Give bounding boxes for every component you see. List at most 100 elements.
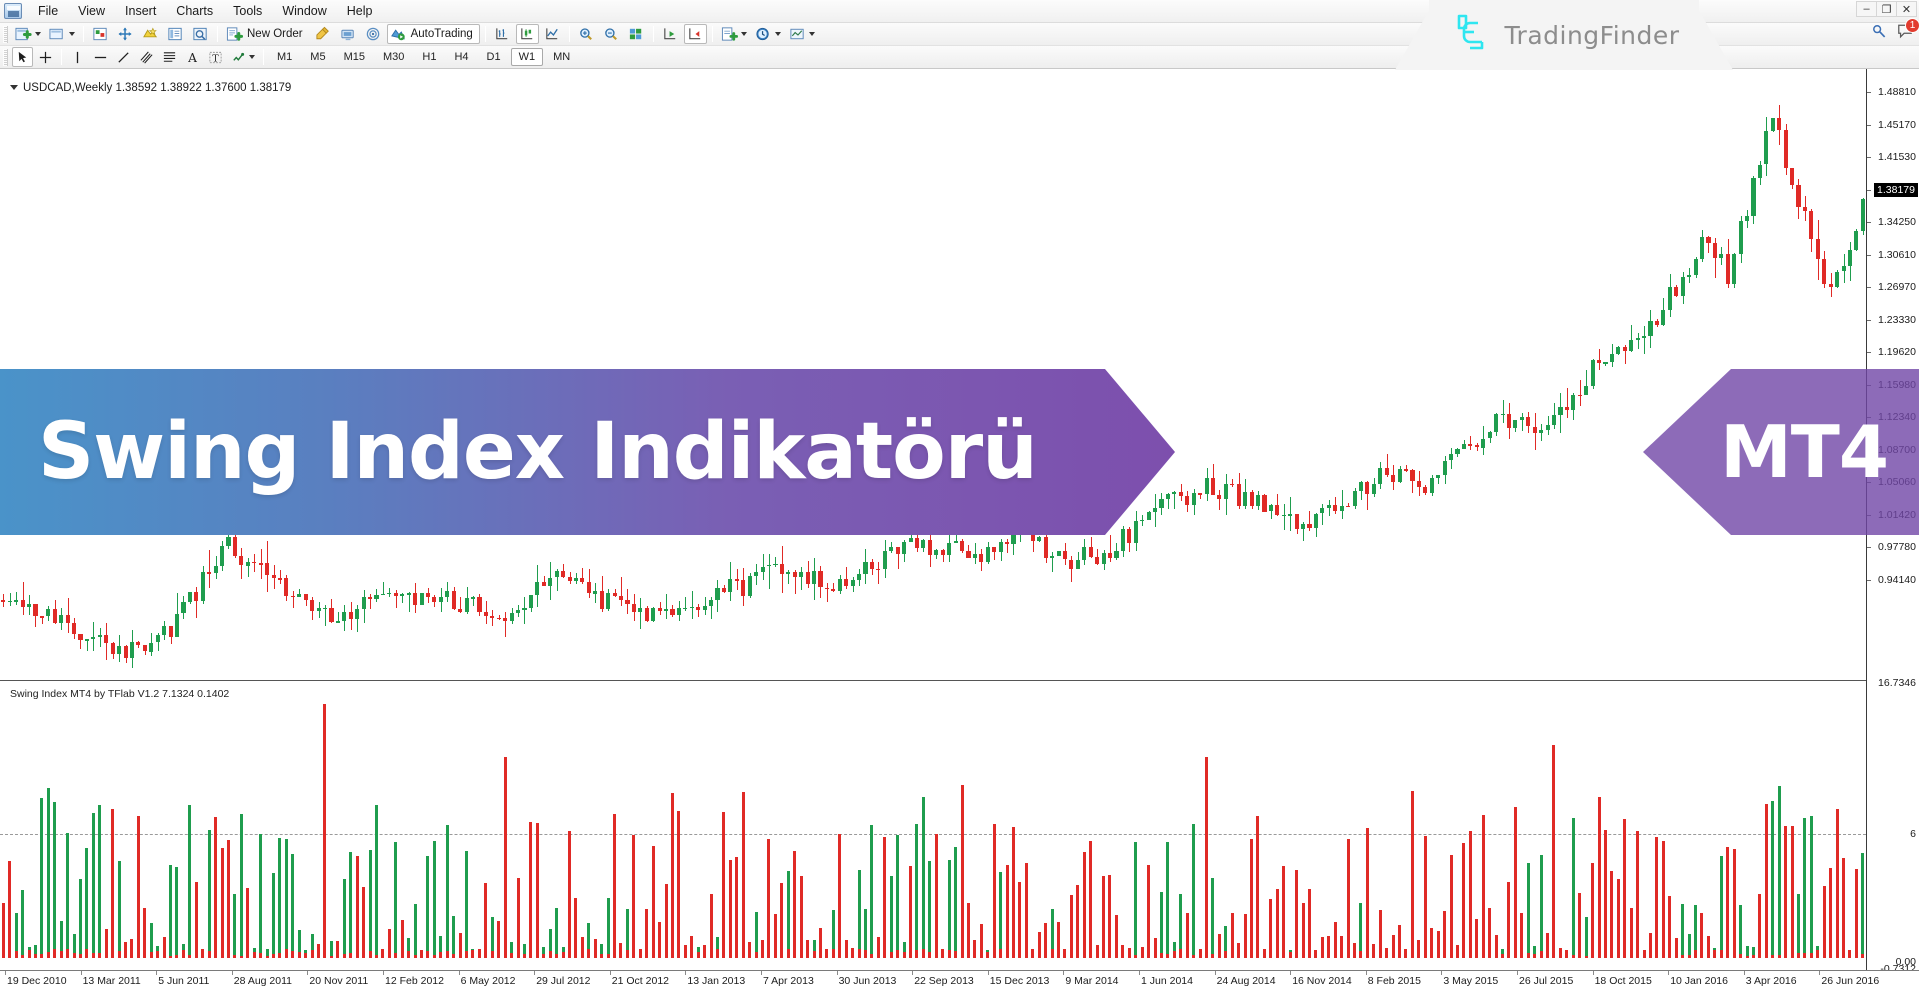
histogram-bar	[1584, 916, 1588, 958]
toolbar-grip[interactable]	[3, 25, 8, 43]
text-tool[interactable]: A	[182, 47, 203, 67]
date-axis[interactable]: 19 Dec 2010 13 Mar 2011 5 Jun 2011 28 Aug 2…	[0, 970, 1919, 996]
candle-body	[702, 605, 707, 611]
new-order-button[interactable]: New Order	[223, 24, 310, 44]
profiles-button[interactable]	[46, 24, 78, 44]
histogram-bar-base	[323, 954, 327, 958]
timeframe-d1[interactable]: D1	[486, 51, 501, 63]
close-button[interactable]: ✕	[1896, 1, 1917, 17]
trendline-tool[interactable]	[113, 47, 134, 67]
autotrading-button[interactable]: AutoTrading	[386, 24, 480, 44]
indicators-button[interactable]	[718, 24, 750, 44]
equidistant-channel-tool[interactable]	[136, 47, 157, 67]
chart-area[interactable]: USDCAD,Weekly 1.38592 1.38922 1.37600 1.…	[0, 69, 1919, 996]
chevron-down-icon[interactable]	[69, 32, 75, 36]
text-label-tool[interactable]: T	[205, 47, 226, 67]
histogram-bar	[1057, 921, 1060, 958]
autotrading-label[interactable]: AutoTrading	[410, 28, 473, 40]
candle-body	[142, 645, 147, 652]
histogram-bar	[619, 942, 623, 958]
histogram-bar-base	[1539, 950, 1543, 958]
timeframe-h4[interactable]: H4	[454, 51, 469, 63]
date-axis-label: 26 Jul 2015	[1519, 975, 1574, 987]
data-window-button[interactable]	[114, 24, 137, 44]
menu-item-help[interactable]: Help	[346, 4, 373, 18]
horizontal-line-tool[interactable]	[90, 47, 111, 67]
menu-item-charts[interactable]: Charts	[176, 4, 214, 18]
candle-body	[1165, 494, 1171, 500]
line-chart-button[interactable]	[541, 24, 564, 44]
histogram-bar	[806, 940, 809, 958]
histogram-bar-base	[1224, 950, 1228, 958]
candle-body	[458, 608, 463, 613]
crosshair-tool[interactable]	[35, 47, 56, 67]
shapes-tool[interactable]	[228, 47, 258, 67]
timeframe-m1[interactable]: M1	[277, 51, 293, 63]
candle-body	[1828, 283, 1833, 287]
minimize-button[interactable]: –	[1856, 1, 1877, 17]
signals-button[interactable]	[362, 24, 385, 44]
menu-item-tools[interactable]: Tools	[233, 4, 263, 18]
toolbar-separator	[83, 26, 84, 42]
candlestick-chart-button[interactable]	[515, 24, 539, 44]
candle-wick	[685, 597, 687, 611]
chevron-down-icon[interactable]	[808, 32, 815, 36]
histogram-bar	[1050, 908, 1054, 958]
restore-button[interactable]: ❐	[1876, 1, 1897, 17]
menu-item-insert[interactable]: Insert	[125, 4, 157, 18]
bar-chart-button[interactable]	[491, 24, 514, 44]
chart-shift-button[interactable]	[659, 24, 682, 44]
timeframe-m15[interactable]: M15	[343, 51, 365, 63]
search-icon[interactable]	[1872, 24, 1887, 44]
menu-item-file[interactable]: File	[38, 4, 59, 18]
market-watch-button[interactable]	[89, 24, 112, 44]
zoom-in-button[interactable]	[575, 24, 598, 44]
candle-body	[1107, 553, 1113, 558]
toolbar-grip[interactable]	[3, 48, 8, 66]
timeframe-m5[interactable]: M5	[310, 51, 326, 63]
vertical-line-tool[interactable]	[67, 47, 88, 67]
histogram-bar-base	[1301, 950, 1305, 958]
chevron-down-icon[interactable]	[740, 32, 747, 36]
date-axis-tick	[1668, 971, 1670, 975]
new-order-label[interactable]: New Order	[247, 28, 303, 40]
histogram-bar	[1796, 894, 1800, 958]
templates-button[interactable]	[786, 24, 818, 44]
date-axis-tick	[1743, 971, 1745, 975]
chevron-down-icon[interactable]	[774, 32, 781, 36]
periods-button[interactable]	[752, 24, 784, 44]
histogram-bar	[1443, 911, 1446, 958]
metaeditor-button[interactable]	[312, 24, 335, 44]
chevron-down-icon[interactable]	[249, 55, 255, 59]
chart-tile-button[interactable]	[625, 24, 648, 44]
terminal-button[interactable]	[164, 24, 187, 44]
chevron-down-icon[interactable]	[35, 32, 41, 36]
candle-wick	[1631, 325, 1633, 353]
candle-body	[1719, 253, 1724, 259]
expert-advisors-button[interactable]	[337, 24, 360, 44]
candle-wick	[1007, 539, 1008, 553]
fibonacci-tool[interactable]	[159, 47, 180, 67]
candle-body	[1249, 491, 1254, 507]
timeframe-mn[interactable]: MN	[553, 51, 571, 63]
timeframe-h1[interactable]: H1	[422, 51, 437, 63]
date-axis-label: 8 Feb 2015	[1367, 975, 1421, 987]
timeframe-m30[interactable]: M30	[382, 51, 405, 63]
histogram-bar-base	[1687, 954, 1691, 958]
notifications-icon[interactable]: 1	[1897, 18, 1919, 44]
swing-index-pane[interactable]: Swing Index MT4 by TFlab V1.2 7.1324 0.1…	[0, 682, 1866, 970]
navigator-button[interactable]	[139, 24, 162, 44]
cursor-tool[interactable]	[12, 47, 33, 67]
zoom-out-button[interactable]	[600, 24, 623, 44]
strategy-tester-button[interactable]	[189, 24, 212, 44]
date-axis-label: 21 Oct 2012	[611, 975, 670, 987]
menu-item-window[interactable]: Window	[282, 4, 327, 18]
new-chart-button[interactable]	[12, 24, 44, 44]
menu-item-view[interactable]: View	[78, 4, 106, 18]
candle-body	[1255, 495, 1261, 507]
histogram-bar	[484, 882, 488, 958]
timeframe-w1[interactable]: W1	[510, 48, 544, 66]
collapse-icon[interactable]	[10, 85, 18, 90]
auto-scroll-button[interactable]	[683, 24, 707, 44]
histogram-bar	[1449, 855, 1453, 958]
